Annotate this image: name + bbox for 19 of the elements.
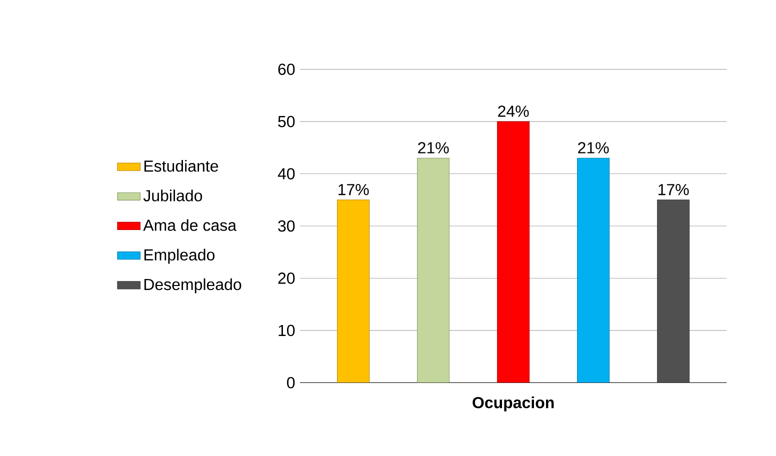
legend-label: Empleado	[144, 248, 214, 264]
legend-label: Jubilado	[143, 190, 202, 202]
annotation: 17%	[658, 184, 689, 196]
y-tick-label: 10	[278, 324, 295, 336]
legend-label: Desempleado	[144, 278, 242, 294]
legend-label: Ama de casa	[143, 219, 236, 231]
y-tick-label: 30	[278, 220, 295, 232]
annotation: 21%	[418, 142, 449, 154]
y-tick-label: 20	[278, 272, 295, 284]
annotation: 21%	[578, 142, 609, 154]
bar	[497, 121, 530, 383]
x-axis-title: Ocupacion	[472, 396, 554, 412]
y-tick-label: 40	[278, 168, 295, 180]
y-tick-label: 0	[287, 376, 295, 388]
annotation: 24%	[498, 106, 529, 117]
y-tick-label: 50	[278, 116, 295, 128]
y-tick-label: 60	[278, 64, 295, 75]
legend-label: Estudiante	[144, 160, 218, 172]
annotation: 17%	[338, 184, 369, 196]
